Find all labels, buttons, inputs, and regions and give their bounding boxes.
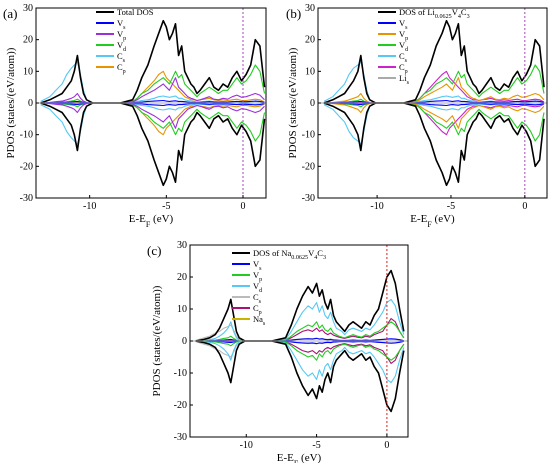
legend-entry: Vd bbox=[399, 40, 408, 53]
x-tick-label: -5 bbox=[312, 440, 320, 451]
y-tick-label: 10 bbox=[305, 66, 315, 77]
y-tick-label: 10 bbox=[23, 66, 33, 77]
legend-entry: Total DOS bbox=[117, 7, 154, 17]
series-line-v-s-up bbox=[40, 99, 265, 104]
panel-label: (a) bbox=[3, 6, 17, 21]
series-line-total-dos-down bbox=[40, 102, 266, 187]
legend-entry: Cp bbox=[117, 62, 126, 75]
series-line-v-s-down bbox=[40, 102, 265, 107]
y-tick-label: 0 bbox=[28, 98, 33, 109]
x-tick-label: 0 bbox=[384, 440, 389, 451]
legend-entry: DOS of Li0.0625V4C3 bbox=[399, 7, 470, 20]
legend-entry: Vs bbox=[253, 259, 262, 272]
panel-a: -30 -20 -10 0 10 20 30 -10 -5 0 E-EF (eV) PDOS (sta… bbox=[3, 3, 267, 229]
y-tick-label: 0 bbox=[182, 336, 187, 347]
y-tick-label: 20 bbox=[23, 35, 33, 46]
x-tick-label: -5 bbox=[162, 201, 170, 212]
series-line-dos-of-li-0-0625v-4c-3-up bbox=[323, 19, 545, 104]
y-axis-label: PDOS (states/(eV/atom)) bbox=[287, 47, 299, 158]
series-line-v-p-up bbox=[40, 77, 265, 104]
legend-entry: Cs bbox=[399, 51, 408, 64]
series-line-v-s-down bbox=[323, 102, 545, 107]
series-line-v-d-down bbox=[40, 102, 266, 142]
series-line-v-s-down bbox=[195, 340, 404, 345]
y-tick-label: -10 bbox=[20, 130, 33, 141]
x-tick-label: -10 bbox=[370, 201, 383, 212]
series-line-v-s-up bbox=[195, 337, 404, 342]
x-axis-label: E-EF (eV) bbox=[277, 452, 322, 463]
legend-entry: Cs bbox=[253, 292, 262, 305]
series-line-dos-of-na-0-0625v-4c-3-down bbox=[195, 340, 405, 413]
legend-entry: Vd bbox=[253, 281, 262, 294]
y-tick-label: -20 bbox=[20, 161, 33, 172]
series-group bbox=[323, 19, 545, 187]
y-tick-label: -20 bbox=[302, 161, 315, 172]
x-axis-label: E-EF (eV) bbox=[410, 213, 455, 229]
legend-entry: Lis bbox=[399, 73, 410, 86]
legend-entry: Vp bbox=[253, 270, 262, 283]
y-tick-label: -10 bbox=[174, 368, 187, 379]
x-tick-label: 0 bbox=[241, 201, 246, 212]
panel-label: (b) bbox=[286, 6, 301, 21]
legend-entry: Nas bbox=[253, 314, 266, 327]
series-line-v-d-up bbox=[323, 64, 545, 104]
series-line-v-d-down bbox=[195, 340, 405, 384]
series-line-dos-of-na-0-0625v-4c-3-up bbox=[195, 269, 405, 342]
y-tick-label: 0 bbox=[310, 98, 315, 109]
series-line-dos-of-li-0-0625v-4c-3-down bbox=[323, 102, 545, 187]
y-tick-label: 30 bbox=[305, 3, 315, 14]
series-line-total-dos-up bbox=[40, 19, 266, 104]
series-line-v-d-up bbox=[195, 298, 405, 342]
y-tick-label: -20 bbox=[174, 400, 187, 411]
y-tick-label: -30 bbox=[174, 432, 187, 443]
legend-entry: Vs bbox=[117, 18, 126, 31]
series-line-v-p-down bbox=[323, 102, 545, 129]
series-group bbox=[40, 19, 266, 187]
panel-c: -30 -20 -10 0 10 20 30 -10 -5 0 E-EF (eV) PDOS (sta… bbox=[147, 240, 409, 463]
y-axis-label: PDOS (states/(eV/atom)) bbox=[5, 47, 17, 158]
x-tick-label: -10 bbox=[83, 201, 96, 212]
legend-entry: DOS of Na0.0625V4C3 bbox=[253, 248, 326, 261]
y-tick-label: 20 bbox=[305, 35, 315, 46]
y-tick-label: 20 bbox=[177, 272, 187, 283]
y-tick-label: 10 bbox=[177, 304, 187, 315]
panel-b: -30 -20 -10 0 10 20 30 -10 -5 0 E-EF (eV) PDOS (sta… bbox=[286, 3, 548, 229]
series-line-v-p-down bbox=[40, 102, 265, 129]
y-tick-label: 30 bbox=[177, 240, 187, 251]
x-axis-label: E-EF (eV) bbox=[129, 213, 174, 229]
legend-entry: Cp bbox=[399, 62, 408, 75]
series-line-v-p-up bbox=[323, 77, 545, 104]
series-line-v-d-down bbox=[323, 102, 545, 142]
y-tick-label: -30 bbox=[302, 193, 315, 204]
series-line-v-d-up bbox=[40, 64, 266, 104]
series-line-v-p-up bbox=[195, 321, 405, 342]
y-tick-label: 30 bbox=[23, 3, 33, 14]
legend-entry: Vd bbox=[117, 40, 126, 53]
x-tick-label: 0 bbox=[522, 201, 527, 212]
legend-entry: Vp bbox=[399, 29, 408, 42]
x-tick-label: -10 bbox=[240, 440, 253, 451]
y-tick-label: -10 bbox=[302, 130, 315, 141]
legend-entry: Vp bbox=[117, 29, 126, 42]
series-line-v-s-up bbox=[323, 99, 545, 104]
y-axis-label: PDOS (states/(eV/atom)) bbox=[151, 285, 163, 396]
series-line-v-p-down bbox=[195, 340, 405, 361]
legend-entry: Cs bbox=[117, 51, 126, 64]
legend-entry: Cp bbox=[253, 303, 262, 316]
legend-entry: Vs bbox=[399, 18, 408, 31]
y-tick-label: -30 bbox=[20, 193, 33, 204]
panel-label: (c) bbox=[147, 243, 161, 258]
x-tick-label: -5 bbox=[447, 201, 455, 212]
